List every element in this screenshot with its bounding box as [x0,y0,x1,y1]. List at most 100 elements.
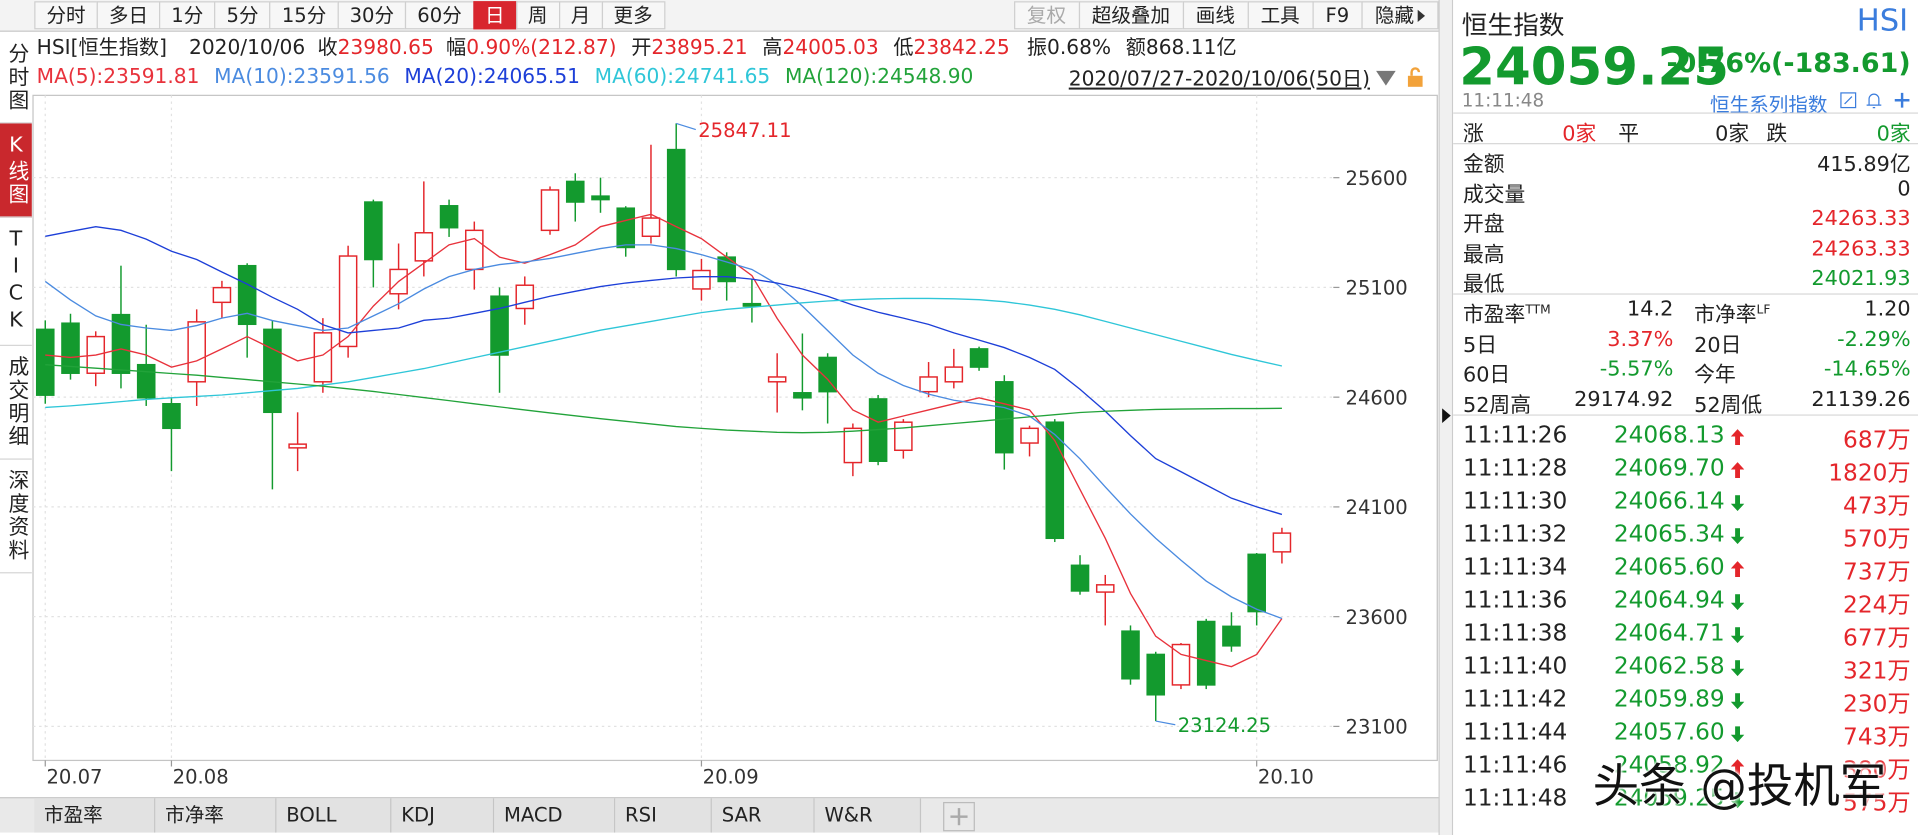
ratio-value: -2.29% [1837,327,1911,352]
x-tick-label: 20.09 [703,766,759,789]
ratio-label: 市盈率TTM [1463,297,1551,327]
tick-volume: 321万 [1843,657,1911,685]
arrow-shape [1730,561,1745,578]
candle-body [894,421,913,452]
indicator-tab[interactable]: 市净率 [155,798,277,833]
tick-time: 11:11:32 [1462,520,1568,548]
tick-arrow [1730,561,1745,578]
tool-button[interactable]: F9 [1312,1,1363,30]
tool-button[interactable]: 复权 [1013,1,1080,30]
candle-body [288,443,307,449]
period-button[interactable]: 月 [558,1,603,30]
series-link[interactable]: 恒生系列指数 [1710,92,1828,117]
indicator-tab[interactable]: W&R [814,798,922,833]
tool-button[interactable]: 超级叠加 [1078,1,1184,30]
candle-body [136,363,156,399]
tick-row: 11:11:30 24066.14 473万 [1453,488,1918,521]
legend-name: MA(10): [214,64,293,88]
legend-value: 24065.51 [484,64,580,88]
ratio-label-text: 60日 [1462,363,1511,389]
date-range[interactable]: 2020/07/27-2020/10/06(50日) [1069,67,1370,91]
ratio-label-sup: TTM [1525,303,1551,318]
candle-body [515,284,535,310]
y-tick-label: 25600 [1346,167,1408,190]
indicator-tab[interactable]: RSI [615,798,712,833]
indicator-tab[interactable]: 市盈率 [34,798,156,833]
side-tab[interactable]: K线图 [0,123,32,218]
ratio-value: 14.2 [1627,297,1674,322]
indicator-tab[interactable]: KDJ [391,798,495,833]
breadth-label: 跌 [1766,122,1788,147]
toolbar: 分时 多日 1分 5分 15分 30分 60分日周月更多 复权 超级叠加 画线 工具 F9 隐藏 [0,0,1439,32]
period-button[interactable]: 日 [472,1,517,30]
summary-value: 0 [1897,176,1911,202]
candle-body [490,295,509,356]
candle-body [1196,620,1216,686]
ratio-value: -14.65% [1823,357,1911,382]
tick-time: 11:11:34 [1462,553,1568,581]
tool-button[interactable]: 画线 [1182,1,1249,30]
tick-time: 11:11:30 [1462,487,1568,515]
period-button[interactable]: 1分 [159,1,216,30]
quote-panel: 恒生指数 HSI 24059.25 -0.76%(-183.61) 11:11:… [1453,0,1918,835]
period-button[interactable]: 60分 [405,1,475,30]
period-button[interactable]: 15分 [269,1,339,30]
side-tab[interactable]: 成交明细 [0,346,32,460]
period-button[interactable]: 30分 [337,1,407,30]
summary-label: 金额 [1462,152,1505,178]
period-button[interactable]: 更多 [601,1,665,30]
side-tab[interactable]: 深度资料 [0,460,32,574]
indicator-tab[interactable]: MACD [494,798,616,833]
tick-volume: 575万 [1843,789,1911,817]
candle-body [793,392,812,399]
tick-price: 24064.94 [1613,586,1725,614]
y-tick-label: 24100 [1346,496,1408,519]
tick-volume: 687万 [1843,426,1911,454]
tick-time: 11:11:28 [1462,454,1568,482]
tick-arrow [1730,462,1745,479]
candle-body [212,286,232,304]
candle-body [61,322,80,374]
arrow-shape [1730,462,1745,479]
add-icon[interactable] [1894,92,1910,108]
info-item: 23895.21 [651,35,747,59]
candle-body [944,366,964,383]
tool-button[interactable]: 隐藏 [1361,1,1439,30]
separator [1453,112,1918,114]
period-button[interactable]: 多日 [96,1,161,30]
arrow-shape [1730,759,1745,776]
x-tick-label: 20.07 [46,766,102,789]
summary-label: 成交量 [1462,182,1526,208]
summary-row: 金额 415.89亿 [1453,147,1918,178]
tick-price: 24066.14 [1613,487,1725,515]
tick-price: 24064.71 [1613,619,1725,647]
side-tab[interactable]: TICK [0,218,32,346]
panel-divider[interactable] [1438,0,1454,835]
period-button[interactable]: 分时 [34,1,98,30]
side-tab[interactable]: 分时图 [0,33,32,124]
candle-body [364,201,383,261]
alert-icon[interactable] [1866,93,1882,109]
period-button[interactable]: 周 [515,1,560,30]
candle-body [1247,553,1266,613]
tick-row: 11:11:48 24059.25 575万 [1453,785,1918,818]
tool-button[interactable]: 工具 [1247,1,1314,30]
high-leader [676,122,696,131]
arrow-shape [1730,792,1745,809]
edit-icon[interactable] [1840,92,1857,109]
tick-time: 11:11:26 [1462,421,1568,449]
candle-body [237,264,257,326]
arrow-shape [1730,660,1745,677]
ratio-value: 3.37% [1607,327,1674,352]
tick-time: 11:11:42 [1462,685,1568,713]
indicator-tab[interactable]: BOLL [276,798,392,833]
collapse-arrow[interactable] [1442,408,1451,424]
add-indicator[interactable] [943,801,975,832]
panel-icons[interactable] [1840,90,1913,110]
lock-shackle [1410,67,1421,76]
ratio-label: 20日 [1694,327,1741,357]
indicator-tab[interactable]: SAR [711,798,815,833]
legend-name: MA(120): [785,64,877,88]
period-button[interactable]: 5分 [214,1,271,30]
